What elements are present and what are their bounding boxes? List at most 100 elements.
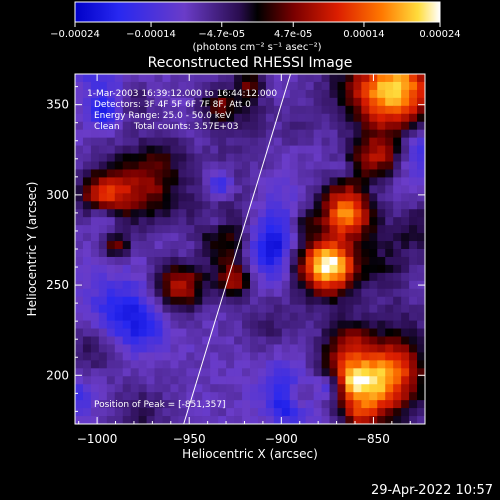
heatmap-cell [329, 320, 338, 329]
heatmap-cell [337, 209, 346, 218]
heatmap-cell [250, 105, 259, 115]
heatmap-cell [409, 241, 418, 250]
heatmap-cell [289, 217, 299, 226]
heatmap-cell [297, 193, 307, 202]
heatmap-cell [289, 272, 299, 282]
heatmap-cell [130, 264, 140, 274]
heatmap-cell [218, 376, 227, 385]
heatmap-cell [130, 121, 140, 131]
heatmap-cell [401, 280, 410, 290]
heatmap-cell [242, 81, 251, 91]
heatmap-cell [385, 256, 394, 266]
heatmap-cell [146, 193, 155, 202]
heatmap-cell [289, 288, 299, 298]
heatmap-cell [138, 296, 147, 306]
heatmap-cell [289, 241, 299, 250]
heatmap-cell [146, 81, 155, 91]
heatmap-cell [178, 384, 187, 393]
heatmap-cell [401, 360, 410, 369]
heatmap-cell [82, 89, 92, 99]
heatmap-cell [273, 81, 283, 91]
heatmap-cell [329, 352, 338, 361]
heatmap-cell [122, 256, 132, 266]
heatmap-cell [369, 185, 378, 194]
annotation-energy: Energy Range: 25.0 - 50.0 keV [94, 111, 232, 121]
heatmap-cell [106, 392, 116, 401]
heatmap-cell [162, 177, 171, 186]
heatmap-cell [369, 153, 378, 162]
heatmap-cell [98, 121, 108, 131]
heatmap-cell [377, 400, 386, 409]
heatmap-cell [234, 368, 243, 377]
heatmap-cell [226, 264, 235, 274]
y-tick-label: 200 [46, 368, 69, 382]
heatmap-cell [385, 145, 394, 154]
heatmap-cell [369, 225, 378, 234]
heatmap-cell [393, 400, 402, 409]
heatmap-cell [345, 137, 354, 146]
heatmap-cell [313, 177, 322, 186]
heatmap-cell [122, 89, 132, 99]
heatmap-cell [289, 153, 299, 162]
heatmap-cell [409, 280, 418, 290]
heatmap-cell [138, 264, 147, 274]
heatmap-cell [361, 201, 370, 210]
heatmap-cell [321, 352, 330, 361]
heatmap-cell [114, 217, 124, 226]
heatmap-cell [393, 408, 402, 417]
heatmap-cell [305, 400, 315, 409]
heatmap-cell [417, 145, 425, 154]
heatmap-cell [273, 209, 283, 218]
heatmap-cell [337, 352, 346, 361]
heatmap-cell [353, 225, 362, 234]
heatmap-cell [345, 304, 354, 314]
heatmap-cell [242, 233, 251, 242]
heatmap-cell [369, 249, 378, 258]
heatmap-cell [122, 185, 132, 194]
heatmap-cell [138, 209, 147, 218]
heatmap-cell [90, 225, 100, 234]
heatmap-cell [90, 264, 100, 274]
heatmap-cell [281, 161, 291, 170]
heatmap-cell [385, 121, 394, 131]
heatmap-cell [385, 233, 394, 242]
heatmap-cell [170, 249, 179, 258]
heatmap-cell [218, 81, 227, 91]
heatmap-cell [226, 217, 235, 226]
heatmap-cell [393, 161, 402, 170]
heatmap-cell [250, 304, 259, 314]
heatmap-cell [75, 193, 84, 202]
heatmap-cell [226, 392, 235, 401]
heatmap-cell [130, 233, 140, 242]
heatmap-cell [90, 416, 100, 424]
heatmap-cell [122, 105, 132, 115]
heatmap-cell [122, 177, 132, 186]
heatmap-cell [369, 137, 378, 146]
heatmap-cell [353, 296, 362, 306]
heatmap-cell [226, 376, 235, 385]
heatmap-cell [409, 344, 418, 353]
heatmap-cell [385, 169, 394, 178]
heatmap-cell [82, 105, 92, 115]
heatmap-cell [210, 145, 219, 154]
heatmap-cell [257, 344, 267, 353]
heatmap-cell [257, 376, 267, 385]
heatmap-cell [186, 169, 195, 178]
heatmap-cell [210, 249, 219, 258]
heatmap-cell [353, 304, 362, 314]
heatmap-cell [114, 376, 124, 385]
heatmap-cell [321, 249, 330, 258]
heatmap-cell [186, 81, 195, 91]
heatmap-cell [98, 344, 108, 353]
heatmap-cell [146, 105, 155, 115]
heatmap-cell [289, 376, 299, 385]
heatmap-cell [361, 217, 370, 226]
heatmap-cell [170, 113, 179, 123]
heatmap-cell [82, 97, 92, 107]
heatmap-cell [75, 105, 84, 115]
heatmap-cell [178, 105, 187, 115]
heatmap-cell [226, 320, 235, 329]
heatmap-cell [218, 153, 227, 162]
heatmap-cell [289, 392, 299, 401]
heatmap-cell [250, 352, 259, 361]
